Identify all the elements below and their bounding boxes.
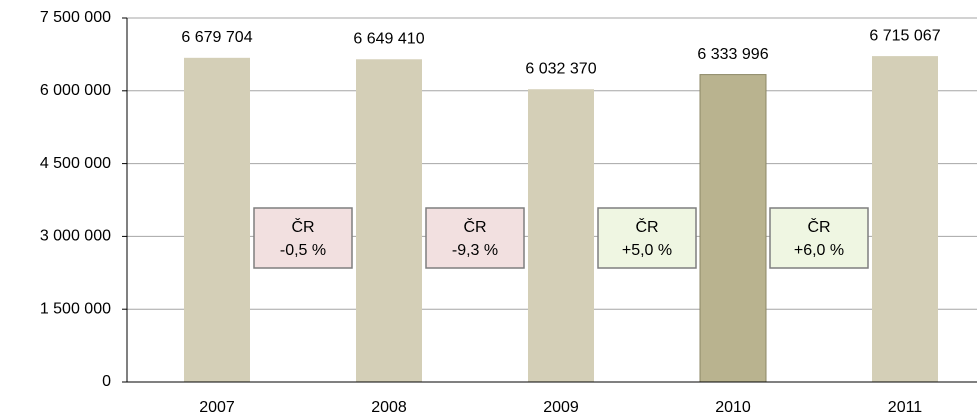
x-tick-label: 2007 bbox=[199, 399, 235, 416]
x-tick-label: 2009 bbox=[543, 399, 579, 416]
y-tick-label: 4 500 000 bbox=[40, 155, 111, 172]
value-label: 6 649 410 bbox=[353, 31, 424, 48]
bar bbox=[184, 57, 250, 382]
value-label: 6 333 996 bbox=[697, 46, 768, 63]
bar bbox=[528, 89, 594, 382]
annotation-title: ČR bbox=[291, 217, 314, 236]
bar bbox=[356, 59, 422, 382]
y-tick-label: 6 000 000 bbox=[40, 82, 111, 99]
y-tick-label: 7 500 000 bbox=[40, 9, 111, 26]
annotation-box bbox=[425, 207, 525, 269]
value-label: 6 679 704 bbox=[181, 29, 252, 46]
annotation-text: +5,0 % bbox=[622, 242, 672, 259]
bar bbox=[872, 56, 938, 383]
value-label: 6 715 067 bbox=[869, 27, 940, 44]
annotation-box bbox=[597, 207, 697, 269]
annotation-text: -9,3 % bbox=[452, 242, 498, 259]
y-tick-label: 1 500 000 bbox=[40, 300, 111, 317]
x-tick-label: 2011 bbox=[888, 399, 923, 416]
annotation-text: -0,5 % bbox=[280, 242, 326, 259]
annotation-title: ČR bbox=[635, 217, 658, 236]
annotation-text: +6,0 % bbox=[794, 242, 844, 259]
bar bbox=[699, 74, 767, 383]
x-tick-label: 2010 bbox=[715, 399, 751, 416]
y-tick-label: 0 bbox=[102, 373, 111, 390]
annotation-box bbox=[253, 207, 353, 269]
annotation-box bbox=[769, 207, 869, 269]
value-label: 6 032 370 bbox=[525, 60, 596, 77]
x-tick-label: 2008 bbox=[371, 399, 407, 416]
annotation-title: ČR bbox=[463, 217, 486, 236]
annotation-title: ČR bbox=[807, 217, 830, 236]
y-tick-label: 3 000 000 bbox=[40, 228, 111, 245]
